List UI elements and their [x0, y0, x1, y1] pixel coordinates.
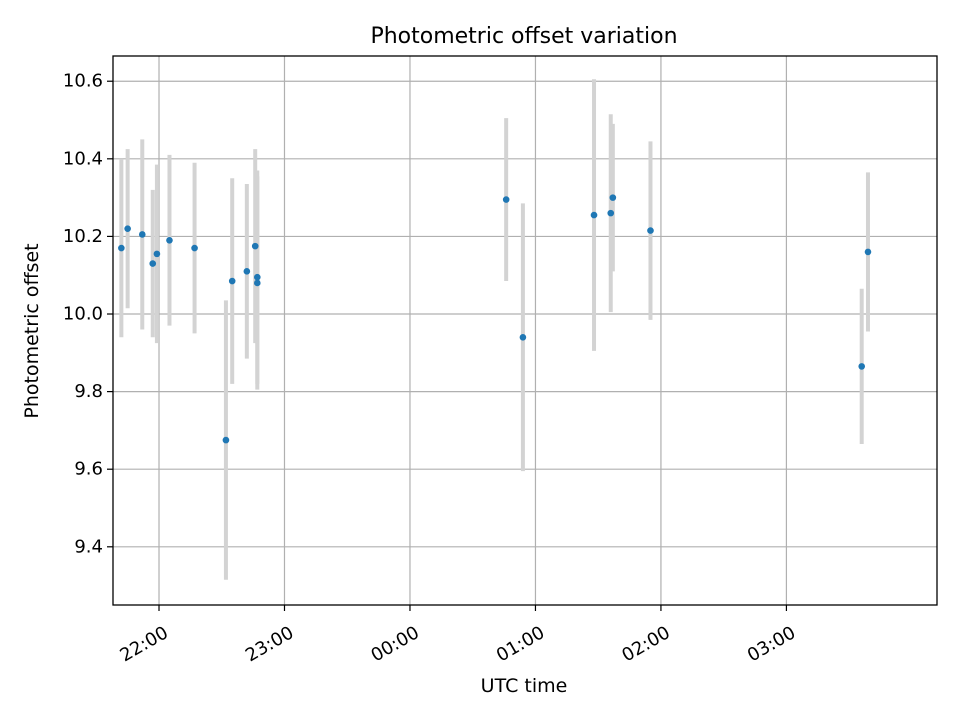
y-tick-label: 9.8 [74, 381, 103, 402]
x-tick-label: 00:00 [367, 622, 422, 666]
plot-frame [112, 55, 938, 606]
y-axis-label: Photometric offset [21, 243, 43, 418]
y-tick-label: 10.2 [63, 226, 103, 247]
y-tick-label: 10.0 [63, 304, 103, 325]
data-point [118, 244, 125, 252]
data-point [251, 242, 259, 250]
data-point [149, 260, 157, 267]
data-point [191, 244, 198, 252]
data-points [118, 194, 872, 444]
data-point [243, 268, 251, 275]
x-axis-label: UTC time [481, 675, 568, 697]
y-tick-label: 9.4 [74, 536, 103, 557]
chart-title: Photometric offset variation [370, 24, 677, 49]
data-point [166, 236, 173, 244]
data-point [858, 363, 866, 370]
data-point [153, 250, 161, 258]
data-point [609, 194, 617, 201]
data-point [590, 211, 598, 219]
data-point [222, 436, 230, 444]
data-point [607, 209, 615, 217]
grid [113, 56, 937, 605]
x-tick-label: 01:00 [493, 622, 548, 666]
y-tick-label: 10.6 [63, 71, 103, 92]
data-point [254, 273, 261, 281]
data-point [124, 225, 131, 232]
data-point [228, 277, 236, 285]
x-tick-label: 23:00 [242, 622, 297, 666]
data-point [502, 196, 510, 203]
y-tick-label: 9.6 [74, 459, 103, 480]
data-point [864, 248, 872, 256]
x-tick-label: 22:00 [116, 622, 171, 666]
y-axis-ticks: 9.4 9.6 9.8 10.0 10.2 10.4 10.6 [63, 71, 113, 557]
data-point [647, 227, 654, 234]
x-axis-ticks: 22:00 23:00 00:00 01:00 02:00 03:00 [116, 605, 799, 666]
data-point [519, 333, 527, 341]
data-point [138, 231, 146, 238]
y-tick-label: 10.4 [63, 148, 103, 169]
data-point [254, 279, 261, 287]
x-tick-label: 03:00 [744, 622, 799, 666]
error-bars [119, 79, 870, 580]
x-tick-label: 02:00 [618, 622, 673, 666]
